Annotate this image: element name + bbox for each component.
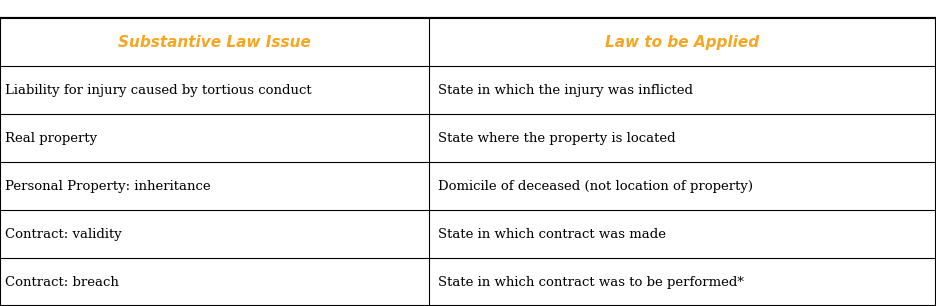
Text: State in which contract was to be performed*: State in which contract was to be perfor…	[438, 275, 744, 289]
Text: Liability for injury caused by tortious conduct: Liability for injury caused by tortious …	[5, 84, 312, 97]
Text: State in which the injury was inflicted: State in which the injury was inflicted	[438, 84, 693, 97]
Text: Law to be Applied: Law to be Applied	[606, 35, 759, 50]
Text: Domicile of deceased (not location of property): Domicile of deceased (not location of pr…	[438, 180, 753, 193]
Text: Substantive Law Issue: Substantive Law Issue	[118, 35, 311, 50]
Text: Contract: validity: Contract: validity	[5, 228, 122, 241]
Text: State where the property is located: State where the property is located	[438, 132, 676, 145]
Text: State in which contract was made: State in which contract was made	[438, 228, 666, 241]
Text: Contract: breach: Contract: breach	[5, 275, 119, 289]
Text: Personal Property: inheritance: Personal Property: inheritance	[5, 180, 211, 193]
Text: Real property: Real property	[5, 132, 96, 145]
